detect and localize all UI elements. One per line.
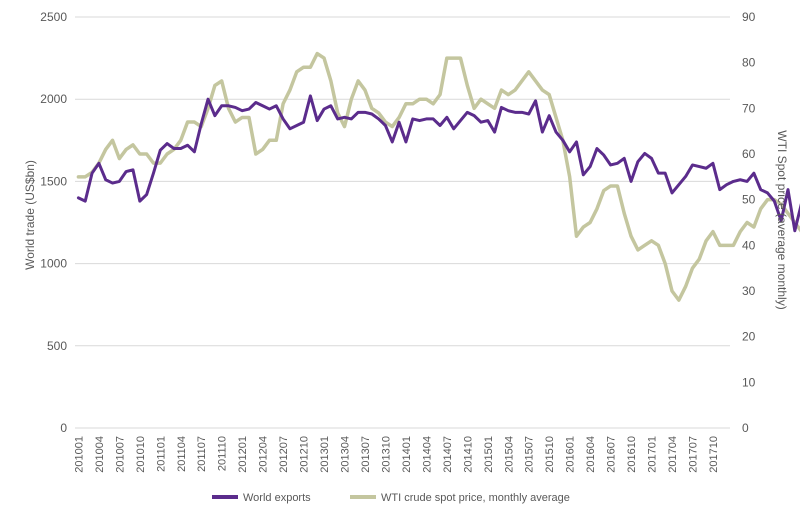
series-lines (76, 51, 800, 302)
legend: World exports WTI crude spot price, mont… (212, 492, 570, 504)
right-tick-label: 90 (742, 10, 756, 24)
right-axis-title: WTI Spot price (average monthly) (775, 130, 789, 309)
left-tick-label: 0 (60, 421, 67, 435)
x-tick-label: 201210 (299, 436, 311, 473)
right-tick-label: 0 (742, 421, 749, 435)
x-tick-label: 201001 (73, 436, 85, 473)
series-line-wti-price (76, 51, 800, 302)
x-tick-label: 201104 (176, 436, 188, 472)
x-tick-label: 201204 (258, 436, 270, 473)
x-axis-ticks: 201001 201004 201007 201010 201101 201104 2011… (73, 436, 720, 473)
left-tick-label: 2500 (40, 10, 67, 24)
right-tick-label: 30 (742, 284, 756, 298)
right-tick-label: 80 (742, 56, 756, 70)
x-tick-label: 201507 (524, 436, 536, 473)
x-tick-label: 201110 (217, 436, 229, 471)
x-tick-label: 201504 (503, 436, 515, 473)
left-axis-ticks: 0 500 1000 1500 2000 2500 (40, 10, 67, 435)
x-tick-label: 201301 (319, 436, 331, 473)
x-tick-label: 201010 (135, 436, 147, 473)
x-tick-label: 201401 (401, 436, 413, 473)
x-tick-label: 201404 (421, 436, 433, 473)
x-tick-label: 201510 (544, 436, 556, 473)
x-tick-label: 201601 (565, 436, 577, 473)
right-tick-label: 40 (742, 238, 756, 252)
x-tick-label: 201207 (278, 436, 290, 473)
x-tick-label: 201710 (708, 436, 720, 473)
right-tick-label: 60 (742, 147, 756, 161)
x-tick-label: 201604 (585, 436, 597, 473)
x-tick-label: 201101 (155, 436, 167, 472)
gridlines (75, 16, 730, 429)
x-tick-label: 201501 (483, 436, 495, 473)
x-tick-label: 201307 (360, 436, 372, 473)
legend-label-wti-price: WTI crude spot price, monthly average (381, 492, 570, 504)
x-tick-label: 201310 (380, 436, 392, 473)
left-tick-label: 500 (47, 339, 67, 353)
legend-label-world-exports: World exports (243, 492, 311, 504)
x-tick-label: 201607 (606, 436, 618, 473)
x-tick-label: 201707 (687, 436, 699, 473)
series-line-world-exports (76, 94, 800, 233)
x-tick-label: 201410 (462, 436, 474, 473)
x-tick-label: 201610 (626, 436, 638, 473)
x-tick-label: 201004 (94, 436, 106, 473)
x-tick-label: 201007 (114, 436, 126, 473)
x-tick-label: 201701 (647, 436, 659, 473)
left-tick-label: 1500 (40, 174, 67, 188)
x-tick-label: 201304 (340, 436, 352, 473)
right-tick-label: 10 (742, 375, 756, 389)
x-tick-label: 201407 (442, 436, 454, 473)
left-tick-label: 2000 (40, 92, 67, 106)
x-tick-label: 201107 (196, 436, 208, 472)
x-tick-label: 201201 (237, 436, 249, 473)
left-axis-title: World trade (US$bn) (23, 160, 37, 270)
right-tick-label: 50 (742, 193, 756, 207)
right-tick-label: 20 (742, 330, 756, 344)
right-axis-ticks: 0 10 20 30 40 50 60 70 80 90 (742, 10, 756, 435)
x-tick-label: 201704 (667, 436, 679, 473)
right-tick-label: 70 (742, 101, 756, 115)
left-tick-label: 1000 (40, 257, 67, 271)
